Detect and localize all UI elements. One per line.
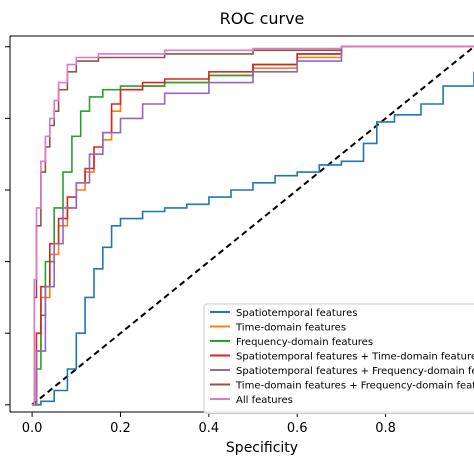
legend-label: Time-domain features + Frequency-domain … xyxy=(235,381,474,392)
legend-label: Spatiotemporal features + Frequency-doma… xyxy=(236,366,474,377)
plot-area: 0.0 0.2 0.4 0.6 0.8 Spatiotemporal features Ti… xyxy=(5,35,474,436)
legend-box xyxy=(203,303,474,414)
legend-label: Time-domain features xyxy=(235,323,346,334)
legend-label: Frequency-domain features xyxy=(236,337,373,348)
x-axis-label: Specificity xyxy=(226,440,298,456)
series-line-1 xyxy=(32,71,474,406)
x-tick-label: 0.0 xyxy=(22,421,43,436)
series-line-5 xyxy=(32,45,474,406)
x-tick-label: 0.4 xyxy=(199,421,220,436)
legend-label: All features xyxy=(236,395,293,406)
legend-label: Spatiotemporal features xyxy=(236,308,357,319)
x-tick-label: 0.8 xyxy=(375,421,396,436)
legend-label: Spatiotemporal features + Time-domain fe… xyxy=(236,352,474,363)
x-tick-label: 0.6 xyxy=(287,421,308,436)
x-tick-label: 0.2 xyxy=(110,421,131,436)
chance-diagonal-line xyxy=(31,45,474,406)
series-line-7 xyxy=(32,45,474,406)
chart-title: ROC curve xyxy=(220,9,305,28)
